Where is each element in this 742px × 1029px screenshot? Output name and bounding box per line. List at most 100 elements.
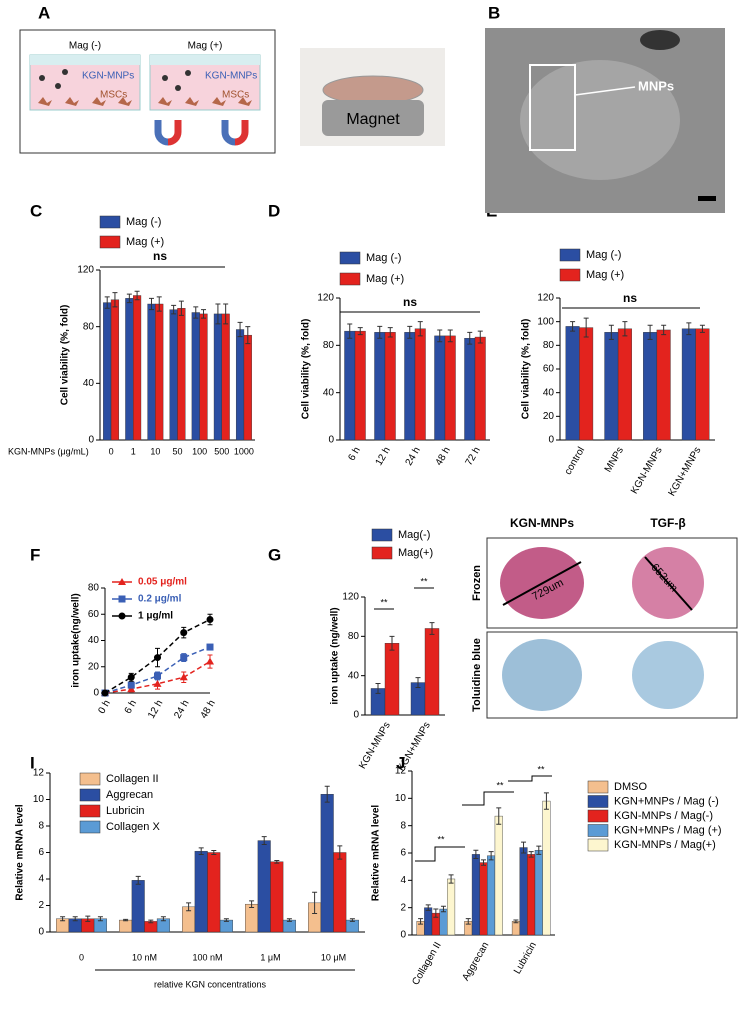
x-tick-label: KGN+MNPs — [667, 445, 704, 498]
bar — [119, 919, 133, 933]
error-bar — [375, 683, 381, 694]
legend-label: Collagen II — [106, 773, 159, 785]
error-bar — [181, 653, 187, 662]
y-tick-label: 4 — [38, 874, 44, 885]
x-tick-label: 0 — [109, 446, 114, 456]
cells — [38, 97, 252, 106]
annotation: ** — [437, 834, 445, 844]
error-bar — [429, 622, 435, 635]
y-tick-label: 0 — [93, 688, 99, 699]
x-tick-label: KGN-MNPs — [629, 445, 665, 496]
y-tick-label: 120 — [77, 265, 94, 276]
bar — [434, 335, 446, 441]
y-tick-label: 80 — [88, 583, 100, 594]
error-bar — [181, 671, 187, 683]
error-bar — [160, 916, 166, 922]
legend-label: 0.05 μg/ml — [138, 577, 187, 588]
y-tick-label: 0 — [88, 435, 94, 446]
y-tick-label: 12 — [395, 766, 407, 777]
legend-label: KGN+MNPs / Mag (+) — [614, 824, 722, 836]
annotation: ** — [496, 780, 504, 790]
legend-label: 1 μg/ml — [138, 611, 173, 622]
bar — [464, 338, 476, 441]
error-bar — [521, 841, 527, 854]
bar — [479, 862, 488, 936]
error-bar — [193, 306, 199, 319]
error-bar — [488, 851, 494, 861]
x-tick-label: 0 h — [96, 698, 112, 716]
legend-swatch — [559, 248, 581, 262]
significance-line — [508, 775, 552, 782]
error-bar — [389, 635, 395, 651]
x-tick-label: 1000 — [234, 446, 254, 456]
photo-label: Magnet — [346, 111, 400, 128]
x-tick-label: MNPs — [603, 445, 626, 474]
legend-swatch — [79, 804, 101, 818]
y-axis-label: Cell viability (%, fold) — [60, 305, 71, 406]
error-bar — [72, 916, 78, 922]
legend-label: Mag (+) — [126, 236, 164, 248]
error-bar — [583, 317, 589, 338]
x-tick-label: KGN-MNPs — [357, 720, 393, 771]
error-bar — [207, 643, 213, 651]
column-label: KGN-MNPs — [510, 516, 574, 530]
legend-label: Mag (+) — [366, 273, 404, 285]
x-tick-label: 12 h — [374, 445, 393, 467]
x-tick-label: 10 — [150, 446, 160, 456]
error-bar — [608, 324, 614, 340]
bar — [681, 328, 696, 441]
error-bar — [387, 327, 393, 338]
error-bar — [223, 303, 229, 325]
error-bar — [215, 303, 221, 325]
bar — [243, 334, 252, 441]
y-tick-label: 100 — [537, 316, 554, 327]
bar — [103, 302, 112, 441]
y-tick-label: 80 — [323, 340, 335, 351]
y-tick-label: 6 — [38, 847, 44, 858]
cell-label: MSCs — [222, 90, 249, 101]
bar — [177, 308, 186, 441]
error-bar — [134, 290, 140, 301]
y-tick-label: 0 — [400, 930, 406, 941]
bar — [414, 328, 426, 441]
error-bar — [207, 654, 213, 669]
particles — [39, 69, 191, 91]
error-bar — [437, 329, 443, 343]
x-tick-label: 12 h — [146, 698, 165, 720]
error-bar — [440, 905, 446, 913]
bar — [424, 907, 433, 936]
error-bar — [123, 918, 129, 922]
bar — [131, 880, 145, 933]
bar — [235, 329, 245, 441]
bar — [474, 336, 486, 441]
annotation: ** — [537, 764, 545, 774]
bar — [221, 313, 230, 441]
series-line — [104, 618, 211, 694]
x-tick-label: Collagen II — [410, 940, 443, 987]
section — [502, 639, 582, 711]
significance-line — [462, 791, 514, 806]
panel-label: D — [268, 201, 280, 220]
bar — [213, 313, 222, 441]
error-bar — [155, 647, 160, 668]
annotation: ** — [380, 597, 388, 607]
legend-swatch — [587, 809, 609, 823]
bar — [444, 335, 456, 441]
legend-label: Collagen X — [106, 821, 160, 833]
bar — [333, 852, 347, 933]
bar — [424, 628, 440, 716]
y-tick-label: 120 — [317, 293, 334, 304]
x-tick-label: 72 h — [464, 445, 483, 467]
error-bar — [425, 904, 431, 911]
section — [632, 641, 704, 709]
y-tick-label: 0 — [353, 710, 359, 721]
bar — [487, 855, 496, 936]
error-bar — [60, 916, 66, 922]
error-bar — [85, 915, 91, 922]
y-axis-label: Relative mRNA level — [371, 805, 382, 902]
photo-dish — [322, 75, 424, 105]
y-axis-label: iron uptake (ng/well) — [330, 607, 341, 704]
x-axis-label: KGN-MNPs (μg/mL) — [8, 446, 89, 456]
x-tick-label: 48 h — [434, 445, 453, 467]
y-tick-label: 40 — [348, 670, 360, 681]
